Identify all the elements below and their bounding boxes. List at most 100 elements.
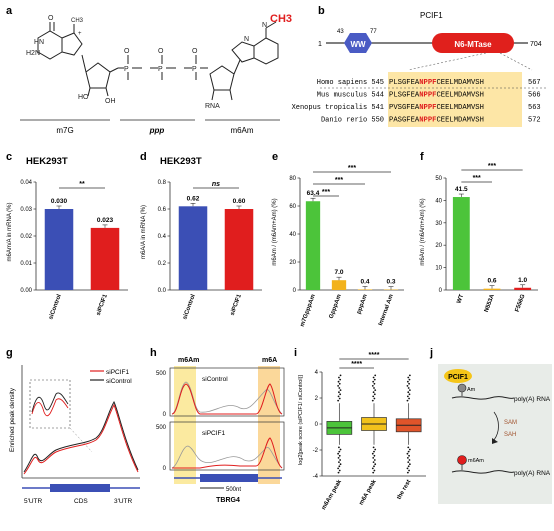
- chart-f: 0 10 20 30 40 50 41.5 WT 0.6 N553A 1.0 F556G *** ***: [435, 163, 538, 313]
- y-tick-label: 4: [315, 370, 319, 376]
- track1-zero: 0: [163, 412, 167, 418]
- seq-pre: PLSGFEA: [389, 92, 420, 100]
- x-tick-label: siPCIF1: [96, 293, 109, 316]
- seq-post: CEELMDAMVSH: [436, 104, 483, 112]
- sah-label: SAH: [504, 432, 516, 438]
- species-name: Danio rerio 550: [321, 117, 384, 125]
- panel-d: d HEK293T m6A/A in mRNA (%) 0.0 0.2 0.4 0.6…: [140, 151, 262, 320]
- data-label: 7.0: [334, 269, 343, 276]
- bar: [452, 197, 470, 290]
- x-tick-label: GpppAm: [329, 294, 343, 320]
- data-label: 0.62: [187, 195, 200, 202]
- alignment-seq: PASGFEANPPFCEELMDAMVSH: [389, 117, 484, 125]
- data-label: 0.030: [51, 198, 68, 205]
- sam-label: SAM: [504, 420, 517, 426]
- chart-i: -4 -2 0 2 4 m6Am peak m6A peak the rest **** ****: [313, 352, 426, 511]
- y-tick-label: 30: [435, 221, 442, 227]
- significance: ***: [488, 163, 496, 170]
- seq-pre: PASGFEA: [389, 117, 420, 125]
- panel-label-b: b: [318, 5, 325, 17]
- species-name: Mus musculus 544: [317, 92, 384, 100]
- y-tick-label: 0.0: [158, 288, 167, 294]
- siPCIF1-curve: [23, 403, 139, 475]
- bar: [483, 288, 501, 290]
- y-tick-label: 0.00: [20, 288, 32, 294]
- bar: [224, 209, 254, 290]
- cap-label-m6am: m6Am: [230, 126, 253, 135]
- cap-label-ppp: ppp: [149, 126, 165, 135]
- panel-label-d: d: [140, 151, 147, 163]
- y-tick-label: 20: [289, 260, 296, 266]
- legend-sipcif1: siPCIF1: [106, 369, 130, 376]
- species-name: Homo sapiens 545: [317, 79, 384, 87]
- x-tick-label: F556G: [515, 293, 527, 313]
- y-tick-label: 0.04: [20, 180, 32, 186]
- alignment-seq: PLSGFEANPPFCEELMDAMVSH: [389, 79, 484, 87]
- significance: **: [79, 181, 85, 188]
- chart-d: 0.0 0.2 0.4 0.6 0.8 0.62 siControl 0.60 siPCIF1 n…: [158, 180, 262, 320]
- y-tick-label: 0: [315, 422, 319, 428]
- length-end: 704: [530, 41, 542, 48]
- y-tick-label: 10: [435, 266, 442, 272]
- atom-plus: +: [78, 31, 82, 37]
- atom-methyl-n7: CH3: [71, 18, 84, 24]
- seq-motif: NPPF: [419, 104, 436, 112]
- y-tick-label: 0.6: [158, 207, 167, 213]
- seq-motif: NPPF: [419, 79, 436, 87]
- species-end: 572: [528, 117, 541, 125]
- significance: ***: [473, 175, 481, 182]
- panel-i: i log2[peak score (siPCIF1/ siControl)] …: [294, 347, 426, 511]
- panel-label-g: g: [6, 347, 13, 359]
- x-tick-label: m7GpppAm: [300, 294, 317, 328]
- alignment-seq: PVSGFEANPPFCEELMDAMVSH: [389, 104, 484, 112]
- atom-rna: RNA: [205, 103, 220, 110]
- atom-n6: N: [262, 22, 267, 29]
- y-tick-label: -2: [313, 448, 319, 454]
- panel-d-title: HEK293T: [160, 156, 202, 167]
- atom-p3: P: [192, 66, 197, 73]
- alignment-highlight: [388, 72, 522, 127]
- atom-p1: P: [124, 66, 129, 73]
- species-end: 563: [528, 104, 541, 112]
- region-cds: CDS: [74, 498, 88, 505]
- chart-c: 0.00 0.01 0.02 0.03 0.04 0.030 siControl 0.023 s…: [20, 180, 128, 320]
- bar: [331, 280, 347, 290]
- data-label: 0.60: [233, 198, 246, 205]
- bar: [514, 287, 532, 290]
- y-tick-label: 20: [435, 243, 442, 249]
- atom-ho: HO: [78, 94, 89, 101]
- y-tick-label: 0.4: [158, 234, 167, 240]
- seq-motif: NPPF: [419, 117, 436, 125]
- track2-ymax: 500: [156, 425, 167, 431]
- gene-name: TBRG4: [216, 497, 240, 504]
- atom-h2n: H2N: [26, 50, 40, 57]
- y-tick-label: 2: [315, 396, 319, 402]
- x-tick-label: m6A peak: [358, 478, 378, 506]
- y-tick-label: 0: [439, 288, 443, 294]
- significance: ***: [348, 165, 356, 172]
- cap-label-m7g: m7G: [56, 126, 73, 135]
- y-tick-label: 0.8: [158, 180, 167, 186]
- y-tick-label: 0.03: [20, 207, 32, 213]
- atom-o-guanine: O: [48, 15, 54, 22]
- before-label: Am: [467, 387, 476, 393]
- data-label: 0.3: [386, 279, 395, 286]
- y-tick-label: 0.02: [20, 234, 32, 240]
- y-tick-label: 0.01: [20, 261, 32, 267]
- data-label: 63.4: [307, 190, 320, 197]
- legend-sicontrol: siControl: [106, 378, 132, 385]
- panel-g-ylabel: Enriched peak density: [9, 387, 16, 452]
- panel-g: g Enriched peak density siPCIF1 siContro…: [6, 347, 140, 505]
- atom-hn: HN: [34, 39, 44, 46]
- siControl-curve: [23, 400, 139, 473]
- protein-name: PCIF1: [420, 11, 443, 20]
- atom-o-p1: O: [124, 48, 130, 55]
- panel-f: f m6Am / (m6Am+Am) (%) 0 10 20 30 40 50 41.5 WT…: [420, 151, 538, 313]
- mark-m6a: m6A: [262, 357, 277, 364]
- pcif1-enzyme: [444, 369, 472, 383]
- significance: ***: [322, 189, 330, 196]
- panel-label-e: e: [272, 151, 278, 163]
- rna-label-top: poly(A) RNA: [514, 396, 551, 403]
- panel-e-ylabel: m6Am / (m6Am+Am) (%): [272, 198, 278, 265]
- bar: [44, 209, 74, 290]
